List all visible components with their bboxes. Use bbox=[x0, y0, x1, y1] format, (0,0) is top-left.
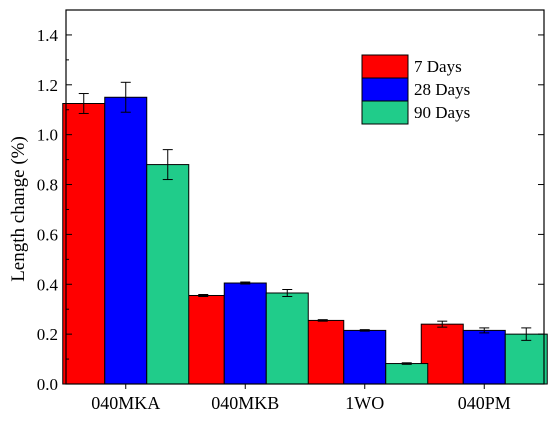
bar-3-1 bbox=[462, 329, 506, 385]
error-bar-0-2 bbox=[162, 149, 173, 181]
legend-swatch bbox=[361, 77, 409, 102]
error-bar-3-0 bbox=[437, 320, 448, 328]
error-bar-2-2 bbox=[401, 362, 412, 365]
legend: 7 Days 28 Days 90 Days bbox=[361, 54, 470, 125]
error-bar-3-2 bbox=[521, 327, 532, 341]
y-tick-label: 0.2 bbox=[37, 325, 58, 344]
y-tick-label: 0.4 bbox=[37, 275, 59, 294]
error-bar-3-1 bbox=[479, 327, 490, 334]
error-bar-1-2 bbox=[282, 289, 293, 297]
legend-label: 28 Days bbox=[414, 80, 470, 99]
bar-0-2 bbox=[146, 164, 190, 385]
error-bars-layer bbox=[78, 81, 532, 365]
bar-1-1 bbox=[223, 282, 267, 385]
error-bar-0-1 bbox=[120, 81, 131, 113]
bar-2-2 bbox=[385, 363, 429, 385]
legend-label: 7 Days bbox=[414, 57, 462, 76]
y-tick-label: 1.0 bbox=[37, 126, 58, 145]
y-tick-label: 0.6 bbox=[37, 225, 58, 244]
error-bar-2-0 bbox=[317, 319, 328, 322]
axes-layer bbox=[65, 9, 545, 385]
x-tick-label: 1WO bbox=[345, 393, 384, 413]
x-tick-label: 040PM bbox=[458, 393, 511, 413]
y-tick-label: 0.8 bbox=[37, 176, 58, 195]
error-bar-2-1 bbox=[359, 329, 370, 332]
bar-2-1 bbox=[343, 329, 387, 385]
legend-swatch bbox=[361, 54, 409, 79]
y-tick-label: 1.2 bbox=[37, 76, 58, 95]
bars-layer bbox=[62, 96, 548, 385]
legend-swatch bbox=[361, 100, 409, 125]
error-bar-0-0 bbox=[78, 93, 89, 114]
ticks-layer: 0.0 0.2 0.4 0.6 0.8 1.0 1.2 1.4 040MKA 040MKB 1WO 0… bbox=[37, 26, 544, 413]
y-tick-label: 1.4 bbox=[37, 26, 59, 45]
bar-0-0 bbox=[62, 103, 106, 385]
bar-3-2 bbox=[504, 333, 548, 385]
legend-label: 90 Days bbox=[414, 103, 470, 122]
error-bar-1-1 bbox=[240, 281, 251, 285]
x-tick-label: 040MKB bbox=[211, 393, 279, 413]
x-tick-label: 040MKA bbox=[91, 393, 160, 413]
plot-frame bbox=[65, 9, 545, 385]
y-axis-label: Length change (%) bbox=[8, 136, 29, 282]
bar-0-1 bbox=[104, 96, 148, 385]
y-tick-label: 0.0 bbox=[37, 375, 58, 394]
error-bar-1-0 bbox=[198, 293, 209, 297]
bar-1-2 bbox=[265, 292, 309, 385]
